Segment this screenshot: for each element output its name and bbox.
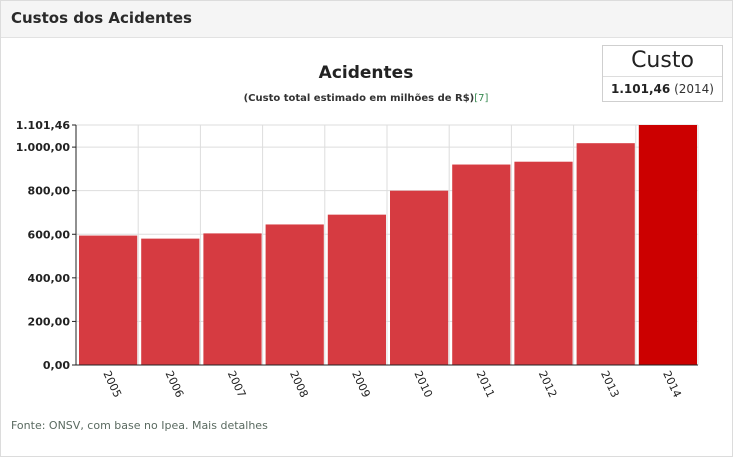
bar (79, 235, 138, 365)
stat-box: Custo 1.101,46 (2014) (602, 45, 723, 102)
y-tick-label: 400,00 (28, 272, 71, 285)
x-tick-label: 2014 (660, 369, 684, 400)
y-tick-label: 800,00 (28, 185, 71, 198)
x-tick-label: 2008 (287, 369, 311, 400)
source-text: Fonte: ONSV, com base no Ipea. (11, 419, 189, 432)
x-tick-label: 2013 (598, 369, 622, 400)
bar (203, 233, 262, 365)
bar (327, 214, 386, 365)
bar (514, 161, 573, 365)
panel-title: Custos dos Acidentes (11, 9, 192, 27)
bar (452, 164, 511, 365)
y-tick-label: 1.000,00 (16, 141, 71, 154)
stat-value-line: 1.101,46 (2014) (603, 82, 722, 96)
panel-header: Custos dos Acidentes (1, 1, 732, 38)
y-tick-label: 0,00 (43, 359, 70, 372)
x-tick-label: 2007 (225, 369, 249, 400)
chart-title: Acidentes (318, 63, 414, 83)
bar (141, 238, 200, 365)
x-tick-label: 2009 (349, 369, 373, 400)
bar-chart: 0,00 200,00 400,00 600,00 800,00 1.000,00 1.10… (16, 119, 699, 400)
chart-subtitle-ref-link[interactable]: [7] (474, 93, 489, 104)
chart-subtitle-text: (Custo total estimado em milhões de R$) (243, 93, 475, 104)
x-tick-label: 2012 (536, 369, 560, 400)
x-tick-label: 2010 (411, 369, 435, 400)
stat-value: 1.101,46 (611, 82, 671, 96)
bar (265, 224, 324, 365)
y-tick-label: 1.101,46 (16, 119, 71, 132)
y-tick-label: 600,00 (28, 228, 71, 241)
source-note: Fonte: ONSV, com base no Ipea. Mais deta… (11, 419, 268, 432)
x-tick-label: 2005 (100, 369, 124, 400)
x-tick-label: 2006 (163, 369, 187, 400)
bar (390, 190, 449, 365)
x-tick-label: 2011 (474, 369, 498, 400)
bar (576, 143, 635, 365)
stat-divider (603, 76, 722, 77)
chart-subtitle: (Custo total estimado em milhões de R$)[… (181, 93, 551, 104)
more-details-link[interactable]: Mais detalhes (191, 419, 268, 432)
y-tick-label: 200,00 (28, 315, 71, 328)
stat-year: (2014) (674, 82, 714, 96)
bar (638, 125, 697, 365)
stat-label: Custo (631, 48, 694, 73)
